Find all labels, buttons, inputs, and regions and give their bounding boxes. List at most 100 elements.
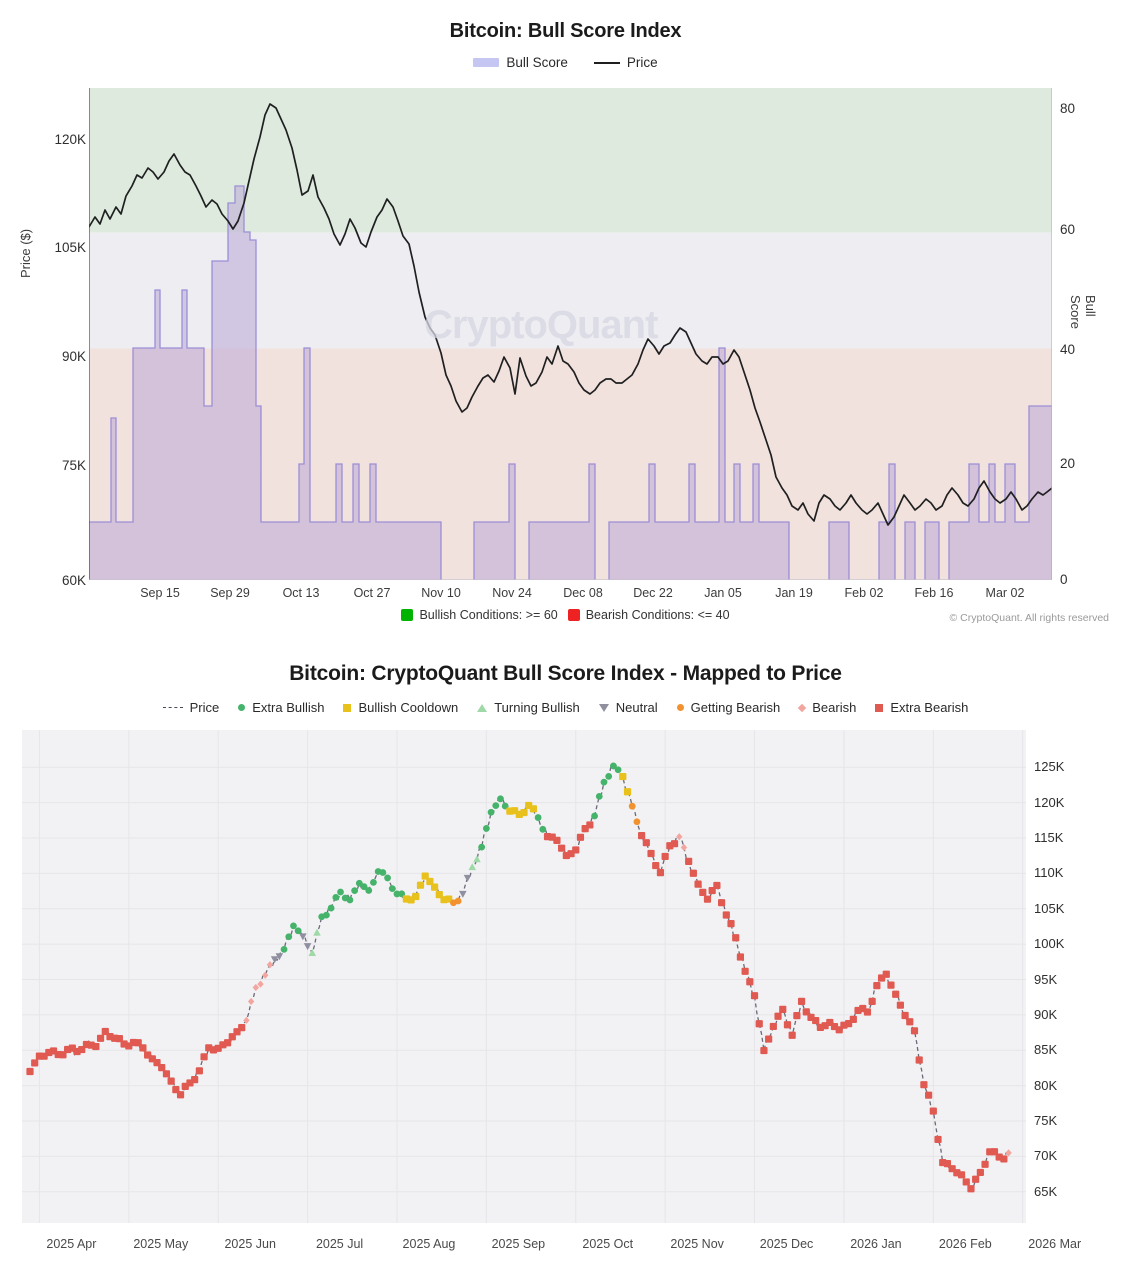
panel2-data-point <box>139 1044 147 1052</box>
panel2-legend: Price Extra Bullish Bullish Cooldown Tur… <box>0 700 1131 715</box>
panel2-data-point <box>191 1076 199 1084</box>
legend-label-extra-bearish: Extra Bearish <box>890 700 969 715</box>
legend-item-bearish[interactable]: Bearish <box>798 700 857 715</box>
panel2-ytick-100k: 100K <box>1034 936 1065 952</box>
panel2-data-point <box>426 877 434 886</box>
band-bullish <box>89 88 1052 233</box>
panel2-data-point <box>863 1008 872 1016</box>
panel2-data-point <box>294 927 302 935</box>
bearish-color-icon <box>567 609 580 621</box>
legend-item-extra-bullish[interactable]: Extra Bullish <box>238 700 324 715</box>
panel2-data-point <box>529 805 538 813</box>
panel2-data-point <box>553 836 561 844</box>
panel2-xtick-1: 2025 May <box>133 1237 189 1251</box>
legend-item-getting-bearish[interactable]: Getting Bearish <box>676 700 781 715</box>
panel2-data-point <box>765 1035 773 1043</box>
panel2-data-point <box>760 1046 768 1055</box>
panel2-ytick-125k: 125K <box>1034 759 1065 775</box>
panel2-data-point <box>680 843 688 852</box>
panel1-ytick-120k: 120K <box>54 132 86 147</box>
condition-bullish[interactable]: Bullish Conditions: >= 60 <box>401 608 558 622</box>
mapped-to-price-panel: Bitcoin: CryptoQuant Bull Score Index - … <box>0 640 1131 1280</box>
panel2-data-point <box>779 1005 787 1013</box>
panel2-data-point <box>727 920 735 928</box>
panel2-data-point <box>572 846 580 854</box>
panel2-data-point <box>280 945 288 953</box>
panel2-data-point <box>167 1077 175 1085</box>
legend-item-neutral[interactable]: Neutral <box>598 700 658 715</box>
panel1-plot-area <box>89 88 1052 580</box>
area-swatch-icon <box>473 58 500 67</box>
panel2-data-point <box>652 861 660 870</box>
panel2-data-point <box>327 904 335 912</box>
panel2-data-point <box>793 1011 801 1020</box>
panel2-data-point <box>459 890 467 898</box>
panel2-data-point <box>967 1185 975 1193</box>
triangle-up-icon-turning-bullish <box>477 703 488 712</box>
panel1-legend: Bull Score Price <box>0 55 1131 70</box>
panel2-data-point <box>689 869 697 877</box>
bullish-color-icon <box>401 609 414 621</box>
panel2-data-point <box>774 1012 782 1020</box>
panel2-data-point <box>661 852 669 861</box>
panel2-data-point <box>920 1081 928 1089</box>
panel2-data-point <box>797 997 806 1006</box>
panel1-xtick-7: Dec 22 <box>633 586 673 600</box>
panel2-data-point <box>497 795 504 803</box>
panel2-data-point <box>308 949 317 957</box>
panel2-svg <box>22 730 1026 1223</box>
panel1-xtick-12: Mar 02 <box>985 586 1025 600</box>
panel2-ytick-105k: 105K <box>1034 900 1065 916</box>
legend-item-price[interactable]: Price <box>593 55 658 70</box>
panel2-data-point <box>370 878 377 886</box>
condition-bullish-label: Bullish Conditions: >= 60 <box>419 608 558 622</box>
legend-item-price[interactable]: Price <box>162 700 219 715</box>
panel2-data-point <box>605 772 613 780</box>
legend-item-bull-score[interactable]: Bull Score <box>473 55 568 70</box>
panel2-data-point <box>887 981 895 989</box>
panel2-data-point <box>266 961 274 969</box>
panel2-data-point <box>591 812 598 820</box>
panel1-title: Bitcoin: Bull Score Index <box>449 20 682 42</box>
panel2-data-point <box>275 953 284 961</box>
panel2-data-point <box>360 883 368 891</box>
panel2-data-point <box>873 981 881 990</box>
panel2-data-point <box>412 892 420 901</box>
panel2-data-point <box>576 833 585 841</box>
panel2-data-point <box>934 1135 942 1144</box>
panel2-data-point <box>783 1021 792 1029</box>
diamond-icon-bearish <box>798 703 807 712</box>
panel1-ytick-105k: 105K <box>54 240 86 255</box>
panel2-data-point <box>31 1059 39 1067</box>
panel2-data-point <box>158 1064 166 1072</box>
condition-bearish-label: Bearish Conditions: <= 40 <box>585 608 730 622</box>
legend-item-bullish-cooldown[interactable]: Bullish Cooldown <box>343 700 458 715</box>
panel2-data-point <box>247 997 255 1006</box>
panel1-xtick-11: Feb 16 <box>914 586 954 600</box>
legend-label-extra-bullish: Extra Bullish <box>252 700 325 715</box>
panel1-xtick-6: Dec 08 <box>563 586 603 600</box>
legend-item-extra-bearish[interactable]: Extra Bearish <box>875 700 968 715</box>
panel2-data-point <box>812 1016 820 1025</box>
condition-bearish[interactable]: Bearish Conditions: <= 40 <box>567 608 730 622</box>
panel2-data-point <box>473 855 481 863</box>
panel1-svg <box>89 88 1052 580</box>
panel2-data-point <box>351 887 359 895</box>
panel2-data-point <box>26 1067 34 1076</box>
panel2-ytick-95k: 95K <box>1034 971 1058 987</box>
panel2-data-point <box>670 840 679 848</box>
legend-item-turning-bullish[interactable]: Turning Bullish <box>477 700 580 715</box>
panel2-xtick-10: 2026 Feb <box>938 1237 992 1251</box>
panel2-ytick-120k: 120K <box>1034 794 1065 810</box>
panel2-ytick-85k: 85K <box>1034 1042 1058 1058</box>
legend-label-bullish-cooldown: Bullish Cooldown <box>358 700 459 715</box>
legend-label-bearish: Bearish <box>812 700 857 715</box>
panel2-plot-area <box>22 730 1026 1223</box>
panel1-conditions-legend: Bullish Conditions: >= 60 Bearish Condit… <box>0 608 1131 622</box>
square-icon-bullish-cooldown <box>343 703 352 712</box>
panel1-y2tick-20: 20 <box>1060 456 1076 471</box>
panel1-xtick-1: Sep 29 <box>210 586 250 600</box>
legend-label-getting-bearish: Getting Bearish <box>690 700 781 715</box>
panel2-xtick-11: 2026 Mar <box>1028 1237 1082 1251</box>
panel2-ytick-90k: 90K <box>1034 1006 1058 1022</box>
